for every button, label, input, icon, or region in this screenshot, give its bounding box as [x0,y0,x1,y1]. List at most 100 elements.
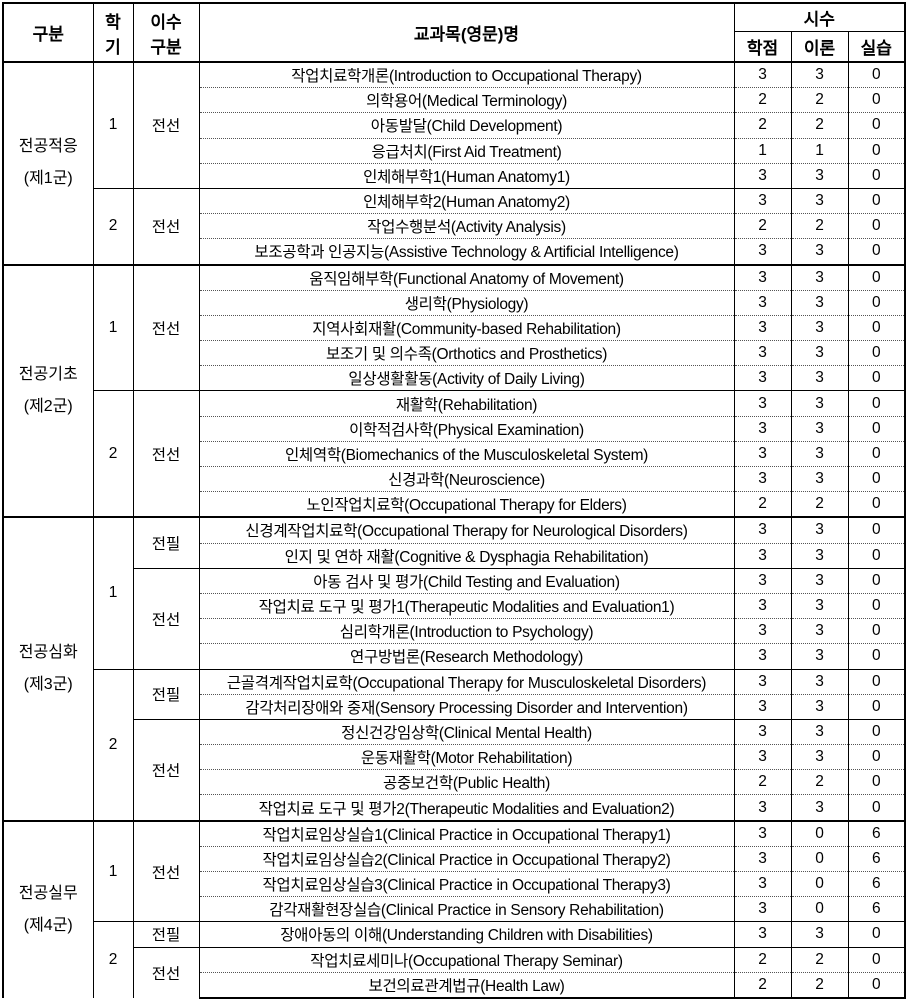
table-row: 감각재활현장실습(Clinical Practice in Sensory Re… [3,896,906,922]
practice-cell: 0 [847,87,906,113]
header-category: 구분 [2,2,94,63]
practice-cell: 0 [847,238,906,265]
course-name: 작업치료임상실습2(Clinical Practice in Occupatio… [198,845,735,872]
table-row: 이학적검사학(Physical Examination) 3 3 0 [3,415,906,442]
course-name: 노인작업치료학(Occupational Therapy for Elders) [198,491,735,518]
header-course: 교과목(영문)명 [198,2,735,63]
course-name: 작업치료세미나(Occupational Therapy Seminar) [198,946,735,973]
table-row: 감각처리장애와 중재(Sensory Processing Disorder a… [3,693,906,720]
table-row: 인체해부학1(Human Anatomy1) 3 3 0 [3,162,906,189]
course-name: 응급처치(First Aid Treatment) [198,137,735,164]
practice-cell: 0 [847,137,906,164]
practice-cell: 0 [847,643,906,669]
theory-cell: 3 [790,440,849,467]
table-row: 2 전선 인체해부학2(Human Anatomy2) 3 3 0 [3,187,906,265]
credit-cell: 2 [733,112,792,139]
header-hours: 시수 [733,2,906,32]
semester-cell: 2 [92,390,134,518]
practice-cell: 0 [847,61,906,88]
theory-cell: 0 [790,896,849,922]
table-row: 전선 정신건강임상학(Clinical Mental Health) 3 3 0 [3,718,906,821]
credit-cell: 3 [733,845,792,872]
course-name: 아동 검사 및 평가(Child Testing and Evaluation) [198,567,735,594]
header-credit: 학점 [733,31,792,63]
theory-cell: 3 [790,289,849,316]
credit-cell: 3 [733,187,792,214]
type-cell: 전선 [132,390,200,518]
course-name: 장애아동의 이해(Understanding Children with Dis… [198,921,735,948]
course-name: 감각재활현장실습(Clinical Practice in Sensory Re… [198,896,735,922]
theory-cell: 2 [790,769,849,795]
theory-cell: 3 [790,744,849,770]
practice-cell: 0 [847,516,906,544]
table-row: 연구방법론(Research Methodology) 3 3 0 [3,643,906,669]
semester-cell: 1 [92,516,134,669]
table-row: 작업치료 도구 및 평가1(Therapeutic Modalities and… [3,592,906,619]
credit-cell: 2 [733,87,792,113]
practice-cell: 0 [847,542,906,569]
credit-cell: 3 [733,415,792,442]
credit-cell: 3 [733,618,792,644]
course-name: 운동재활학(Motor Rehabilitation) [198,744,735,770]
course-name: 생리학(Physiology) [198,289,735,316]
credit-cell: 3 [733,592,792,619]
practice-cell: 0 [847,769,906,795]
table-row: 아동발달(Child Development) 2 2 0 [3,112,906,139]
course-name: 일상생활활동(Activity of Daily Living) [198,365,735,391]
theory-cell: 3 [790,314,849,341]
semester-cell: 2 [92,668,134,821]
practice-cell: 0 [847,213,906,239]
practice-cell: 0 [847,592,906,619]
theory-cell: 3 [790,340,849,366]
practice-cell: 0 [847,162,906,189]
theory-cell: 2 [790,213,849,239]
table-row: 일상생활활동(Activity of Daily Living) 3 3 0 [3,365,906,391]
theory-cell: 2 [790,87,849,113]
course-name: 움직임해부학(Functional Anatomy of Movement) [198,263,735,291]
credit-cell: 3 [733,870,792,897]
credit-cell: 2 [733,946,792,973]
practice-cell: 6 [847,819,906,847]
practice-cell: 0 [847,618,906,644]
theory-cell: 3 [790,693,849,720]
table-row: 생리학(Physiology) 3 3 0 [3,289,906,316]
credit-cell: 3 [733,567,792,594]
table-row: 의학용어(Medical Terminology) 2 2 0 [3,87,906,113]
course-name: 지역사회재활(Community-based Rehabilitation) [198,314,735,341]
theory-cell: 3 [790,794,849,821]
course-name: 신경과학(Neuroscience) [198,465,735,492]
group-cell: 전공심화 (제3군) [2,516,94,821]
credit-cell: 3 [733,365,792,391]
theory-cell: 2 [790,971,849,999]
practice-cell: 0 [847,263,906,291]
practice-cell: 0 [847,289,906,316]
table-row: 전선 작업치료세미나(Occupational Therapy Seminar) 2… [3,946,906,998]
practice-cell: 0 [847,340,906,366]
theory-cell: 3 [790,643,849,669]
practice-cell: 0 [847,794,906,821]
credit-cell: 3 [733,162,792,189]
table-row: 전공실무 (제4군) 1 전선 작업치료임상실습1(Clinical Practice … [2,819,906,998]
table-body: 전공적응 (제1군) 1 전선 작업치료학개론(Introduction to Occu… [2,60,906,999]
table-row: 보조공학과 인공지능(Assistive Technology & Artifi… [3,238,906,265]
practice-cell: 0 [847,491,906,518]
theory-cell: 3 [790,415,849,442]
credit-cell: 2 [733,971,792,999]
theory-cell: 3 [790,921,849,948]
credit-cell: 3 [733,238,792,265]
theory-cell: 0 [790,870,849,897]
table-row: 전선 아동 검사 및 평가(Child Testing and Evaluatio… [3,567,906,669]
course-name: 심리학개론(Introduction to Psychology) [198,618,735,644]
theory-cell: 1 [790,137,849,164]
course-name: 작업수행분석(Activity Analysis) [198,213,735,239]
table-row: 2 전선 재활학(Rehabilitation) 3 3 0 [3,390,906,518]
credit-cell: 3 [733,440,792,467]
practice-cell: 0 [847,946,906,973]
course-name: 정신건강임상학(Clinical Mental Health) [198,718,735,745]
practice-cell: 0 [847,744,906,770]
credit-cell: 2 [733,213,792,239]
semester-cell: 2 [92,187,134,265]
theory-cell: 3 [790,516,849,544]
theory-cell: 3 [790,238,849,265]
